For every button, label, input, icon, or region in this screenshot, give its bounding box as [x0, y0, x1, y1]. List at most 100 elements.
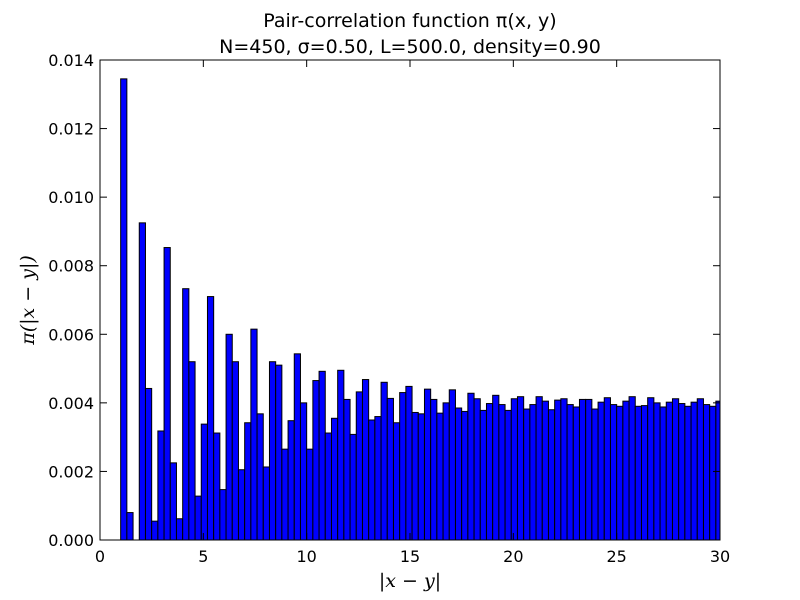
bars-group	[120, 78, 721, 541]
histogram-bar	[622, 400, 630, 541]
histogram-bar	[640, 405, 649, 541]
histogram-bar	[659, 406, 667, 541]
y-tick-label: 0.004	[48, 394, 94, 413]
histogram-bar	[504, 409, 512, 541]
histogram-bar	[144, 387, 153, 541]
histogram-bar	[188, 361, 196, 541]
histogram-bar	[566, 404, 574, 541]
histogram-bar	[213, 432, 221, 541]
histogram-bar	[219, 489, 227, 541]
histogram-bar	[126, 512, 134, 541]
histogram-bar	[392, 422, 401, 541]
histogram-bar	[684, 405, 692, 541]
histogram-bar	[343, 398, 351, 541]
histogram-bar	[157, 430, 165, 541]
x-tick-label: 25	[606, 547, 626, 566]
histogram-bar	[665, 401, 673, 541]
histogram-bar	[225, 333, 233, 541]
histogram-bar	[231, 361, 239, 541]
histogram-bar	[206, 296, 215, 541]
histogram-bar	[541, 400, 549, 541]
histogram-bar	[200, 423, 208, 541]
histogram-bar	[368, 419, 376, 541]
histogram-bar	[330, 417, 339, 541]
x-tick-label: 10	[296, 547, 316, 566]
histogram-bar	[597, 401, 605, 541]
histogram-bar	[361, 379, 370, 541]
histogram-bar	[423, 388, 432, 541]
histogram-bar	[498, 404, 506, 541]
chart-subtitle: N=450, σ=0.50, L=500.0, density=0.90	[219, 36, 601, 58]
histogram-bar	[349, 433, 357, 541]
chart-title: Pair-correlation function π(x, y)	[263, 10, 556, 32]
histogram-bar	[337, 369, 345, 541]
x-tick-label: 20	[503, 547, 523, 566]
histogram-bar	[609, 404, 618, 541]
histogram-bar	[690, 401, 698, 541]
histogram-bar	[299, 402, 308, 541]
plot-frame	[99, 59, 721, 541]
histogram-bar	[442, 402, 450, 541]
x-tick-label: 0	[95, 547, 105, 566]
y-tick-label: 0.000	[48, 531, 94, 550]
histogram-bar	[405, 385, 413, 541]
histogram-bar	[151, 520, 159, 541]
histogram-bar	[411, 411, 419, 541]
histogram-bar	[578, 398, 587, 541]
histogram-bar	[417, 413, 425, 541]
histogram-bar	[250, 328, 258, 541]
histogram-bar	[312, 380, 320, 541]
x-tick-label: 30	[710, 547, 730, 566]
histogram-bar	[244, 422, 252, 541]
histogram-bar	[268, 361, 277, 541]
histogram-bar	[709, 405, 717, 541]
histogram-bar	[702, 404, 711, 541]
histogram-bar	[169, 462, 177, 541]
histogram-bar	[448, 389, 456, 541]
histogram-bar	[467, 392, 475, 541]
histogram-bar	[237, 469, 246, 541]
histogram-bar	[175, 518, 184, 541]
histogram-bar	[386, 397, 394, 541]
histogram-bar	[374, 416, 382, 541]
y-tick-label: 0.006	[48, 325, 94, 344]
histogram-bar	[485, 403, 494, 541]
y-tick-label: 0.002	[48, 462, 94, 481]
y-tick-label: 0.008	[48, 257, 94, 276]
histogram-bar	[523, 408, 531, 541]
x-axis-label: |x − y|	[379, 570, 441, 592]
x-tick-label: 15	[400, 547, 420, 566]
histogram-bar	[479, 409, 487, 541]
histogram-bar	[529, 404, 537, 541]
y-tick-label: 0.010	[48, 188, 94, 207]
histogram-bar	[399, 392, 407, 541]
histogram-bar	[560, 398, 568, 541]
histogram-bar	[547, 409, 556, 541]
histogram-bar	[628, 396, 636, 541]
histogram-bar	[430, 398, 438, 541]
histogram-bar	[306, 448, 314, 541]
histogram-bar	[616, 405, 624, 541]
histogram-bar	[163, 247, 171, 541]
histogram-bar	[287, 420, 295, 541]
histogram-bar	[256, 413, 264, 541]
histogram-bar	[324, 432, 332, 541]
histogram-bar	[603, 397, 611, 541]
histogram-bar	[678, 403, 686, 541]
histogram-bar	[138, 222, 146, 541]
histogram-bar	[492, 394, 500, 541]
histogram-bar	[120, 78, 128, 541]
histogram-bar	[634, 405, 642, 541]
histogram-bar	[461, 410, 469, 541]
histogram-bar	[454, 407, 463, 541]
histogram-bar	[715, 400, 721, 541]
histogram-bar	[281, 448, 289, 541]
y-tick-label: 0.012	[48, 120, 94, 139]
histogram-bar	[275, 364, 283, 541]
histogram-bar	[591, 408, 599, 541]
histogram-bar	[194, 495, 202, 541]
ticks-group: 0 5 10 15 20 25 30 0.000 0.002 0.004 0.006 0.008 0.0…	[48, 51, 730, 566]
histogram-bar	[653, 402, 661, 541]
histogram-bar	[572, 406, 580, 541]
